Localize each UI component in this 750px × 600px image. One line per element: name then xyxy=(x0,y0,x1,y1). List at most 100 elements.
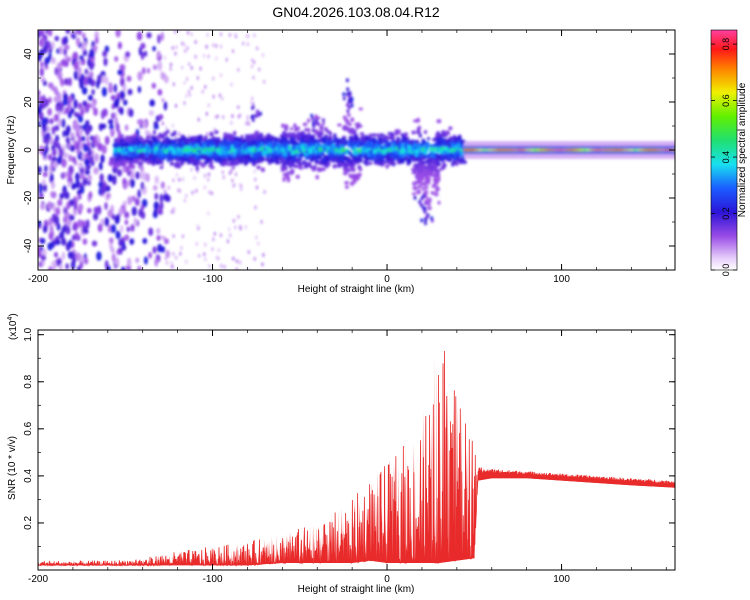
spectrogram-cell xyxy=(460,160,465,164)
spectrogram-cell xyxy=(419,153,423,157)
spectrogram-cell xyxy=(154,147,158,151)
spectrogram-cell xyxy=(358,142,363,147)
spectrogram-cell xyxy=(282,130,287,136)
spectrogram-cell xyxy=(422,155,427,160)
spectrogram-cell xyxy=(178,177,181,182)
spectrogram-cell xyxy=(135,171,141,180)
spectrogram-cell xyxy=(232,161,236,167)
spectrogram-cell xyxy=(124,219,129,226)
spectrogram-cell xyxy=(132,146,137,150)
spectrogram-cell xyxy=(305,162,309,168)
spectrogram-cell xyxy=(112,164,118,169)
spectrogram-cell xyxy=(39,67,44,77)
spectrogram-cell xyxy=(307,127,311,133)
snr-y-multiplier-close: ) xyxy=(8,313,19,316)
spectrogram-cell xyxy=(38,38,44,47)
spectrogram-cell xyxy=(121,266,126,270)
spectrogram-cell xyxy=(391,161,396,167)
spectrogram-cell xyxy=(416,127,421,132)
spectrogram-cell xyxy=(80,220,86,228)
spectrogram-cell xyxy=(146,67,151,74)
spectrogram-cell xyxy=(206,32,209,37)
spectrogram-cell xyxy=(175,45,178,50)
spectrogram-cell xyxy=(114,56,119,62)
spectrogram-cell xyxy=(140,151,145,156)
tick-label: -100 xyxy=(203,274,223,285)
spectrogram-cell xyxy=(386,148,392,152)
spectrogram-cell xyxy=(65,218,72,227)
spectrogram-cell xyxy=(51,41,55,50)
spectrogram-cell xyxy=(342,164,347,168)
spectrogram-cell xyxy=(420,147,426,152)
spectrogram-cell xyxy=(187,89,191,94)
spectrogram-cell xyxy=(185,94,188,98)
spectrogram-cell xyxy=(386,141,392,145)
spectrogram-cell xyxy=(39,30,45,37)
spectrogram-cell xyxy=(246,144,251,148)
spectrogram-cell xyxy=(38,185,43,195)
spectrogram-cell xyxy=(143,256,148,265)
spectrogram-cell xyxy=(331,143,336,149)
spectrogram-cell xyxy=(96,205,102,215)
spectrogram-cell xyxy=(246,115,249,120)
spectrogram-cell xyxy=(101,75,106,84)
spectrogram-cell xyxy=(152,246,157,254)
spectrogram-cell xyxy=(101,87,108,97)
spectrogram-cell xyxy=(92,45,98,51)
snr-y-multiplier-exp: 4 xyxy=(7,317,14,321)
spectrogram-cell xyxy=(132,154,136,159)
spectrogram-cell xyxy=(172,155,176,159)
spectrogram-cell xyxy=(291,132,296,136)
spectrogram-cell xyxy=(201,145,206,149)
spectrogram-cell xyxy=(96,251,102,261)
spectrogram-cell xyxy=(99,173,104,183)
spectrogram-cell xyxy=(197,149,202,154)
spectrogram-cell xyxy=(228,152,232,157)
spectrogram-cell xyxy=(143,172,148,181)
spectrogram-cell xyxy=(418,184,423,188)
spectrogram-cell xyxy=(435,187,441,192)
spectrogram-cell xyxy=(120,154,125,158)
spectrogram-cell xyxy=(358,107,363,111)
snr-y-axis-label: SNR (10 * v/v) xyxy=(7,436,18,500)
spectrogram-cell xyxy=(125,135,130,140)
spectrogram-cell xyxy=(256,109,260,114)
spectrogram-cell xyxy=(41,95,46,105)
spectrogram-cell xyxy=(220,96,224,101)
spectrogram-cell xyxy=(218,93,222,98)
spectrogram-cell xyxy=(228,227,231,232)
spectrogram-cell xyxy=(231,49,235,54)
spectrogram-cell xyxy=(51,265,56,270)
spectrogram-cell xyxy=(53,138,58,147)
spectrogram-cell xyxy=(81,86,88,95)
spectrogram-cell xyxy=(219,32,223,37)
spectrogram-cell xyxy=(237,105,240,110)
spectrogram-cell xyxy=(98,123,104,132)
spectrogram-cell xyxy=(411,157,417,162)
spectrogram-cell xyxy=(435,180,439,185)
spectrogram-cell xyxy=(245,153,251,157)
spectrogram-cell xyxy=(311,117,315,121)
spectrogram-cell xyxy=(110,94,116,101)
spectrogram-cell xyxy=(165,249,170,259)
spectrogram-cell xyxy=(448,126,453,131)
spectrogram-cell xyxy=(423,210,427,215)
spectrogram-cell xyxy=(42,123,47,133)
spectrogram-cell xyxy=(64,44,70,51)
spectrogram-cell xyxy=(189,147,194,151)
spectrogram-cell xyxy=(239,141,244,147)
spectrogram-cell xyxy=(117,41,123,50)
spectrogram-cell xyxy=(162,138,168,144)
spectrogram-cell xyxy=(97,142,103,151)
spectrogram-cell xyxy=(445,131,451,136)
spectrogram-cell xyxy=(212,43,215,48)
spectrogram-cell xyxy=(253,169,256,174)
spectrogram-cell xyxy=(39,238,46,244)
spectrogram-cell xyxy=(45,56,51,64)
spectrogram-cell xyxy=(234,32,237,37)
tick-label: 0 xyxy=(23,147,34,153)
spectrogram-cell xyxy=(302,143,308,148)
spectrogram-cell xyxy=(250,157,255,163)
spectrogram-cell xyxy=(226,239,230,244)
spectrogram-cell xyxy=(321,118,325,123)
